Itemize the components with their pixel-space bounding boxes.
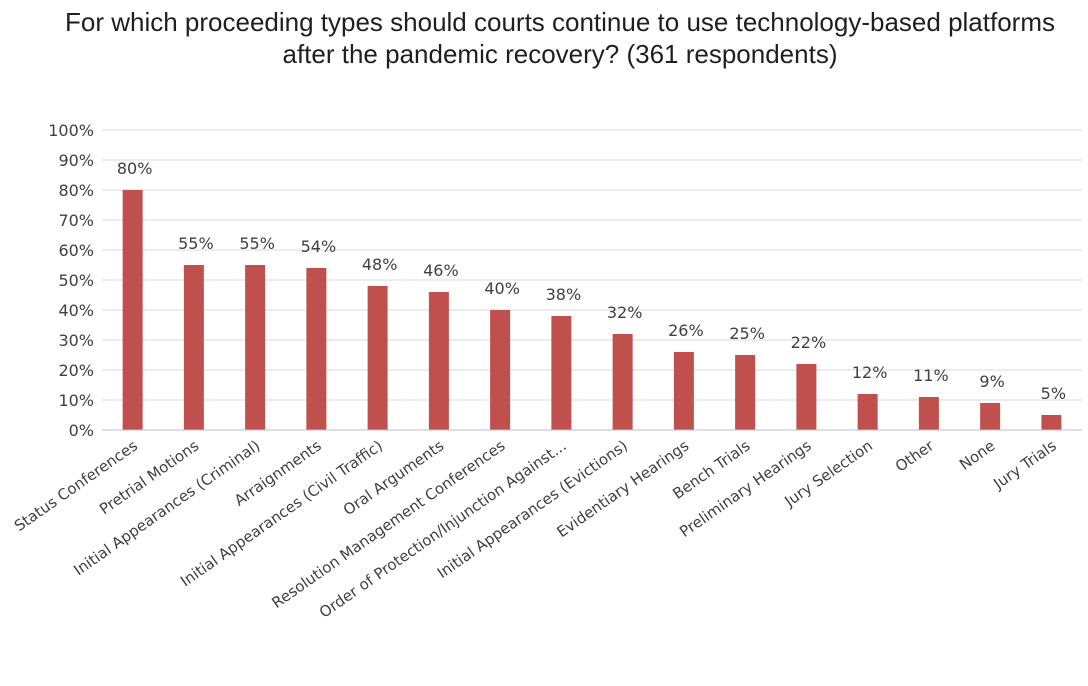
y-axis-tick-labels: 0% 10% 20% 30% 40% 50% 60% 70% 80% 90% 100% xyxy=(48,121,94,440)
data-label: 54% xyxy=(301,237,337,256)
data-label: 5% xyxy=(1041,384,1066,403)
y-tick-label: 20% xyxy=(58,361,94,380)
bar xyxy=(796,364,817,430)
y-tick-label: 80% xyxy=(58,181,94,200)
data-label: 40% xyxy=(484,279,520,298)
bar xyxy=(918,397,939,430)
bar xyxy=(673,352,694,430)
category-label: None xyxy=(956,437,998,474)
y-tick-label: 10% xyxy=(58,391,94,410)
y-tick-label: 40% xyxy=(58,301,94,320)
data-label: 26% xyxy=(668,321,704,340)
data-label: 11% xyxy=(913,366,949,385)
y-tick-label: 60% xyxy=(58,241,94,260)
bar xyxy=(1041,415,1062,430)
data-label: 80% xyxy=(117,159,153,178)
bar xyxy=(735,355,756,430)
y-tick-label: 70% xyxy=(58,211,94,230)
data-label: 22% xyxy=(791,333,827,352)
data-label: 12% xyxy=(852,363,888,382)
data-label: 38% xyxy=(546,285,582,304)
y-tick-label: 90% xyxy=(58,151,94,170)
data-label: 55% xyxy=(239,234,275,253)
data-label: 25% xyxy=(729,324,765,343)
bar xyxy=(245,265,266,430)
y-tick-label: 0% xyxy=(69,421,94,440)
bar xyxy=(612,334,633,430)
data-label: 9% xyxy=(979,372,1004,391)
bar xyxy=(428,292,449,430)
bar xyxy=(857,394,878,430)
chart-title: For which proceeding types should courts… xyxy=(64,7,1055,69)
bar xyxy=(183,265,204,430)
category-label: Oral Arguments xyxy=(340,436,447,519)
gridlines xyxy=(102,129,1082,401)
category-label: Other xyxy=(892,436,938,476)
data-label: 32% xyxy=(607,303,643,322)
y-tick-label: 50% xyxy=(58,271,94,290)
category-label: Jury Trials xyxy=(989,436,1059,493)
y-tick-label: 100% xyxy=(48,121,94,140)
data-label: 55% xyxy=(178,234,214,253)
bar xyxy=(122,190,143,430)
y-tick-label: 30% xyxy=(58,331,94,350)
data-labels: 80% 55% 55% 54% 48% 46% 40% 38% 32% 26% 25% 22% 12% 1… xyxy=(117,159,1066,403)
bar xyxy=(551,316,572,430)
bar xyxy=(367,286,388,430)
bar xyxy=(490,310,511,430)
bar xyxy=(980,403,1001,430)
bars xyxy=(122,190,1062,430)
data-label: 46% xyxy=(423,261,459,280)
bar xyxy=(306,268,327,430)
data-label: 48% xyxy=(362,255,398,274)
